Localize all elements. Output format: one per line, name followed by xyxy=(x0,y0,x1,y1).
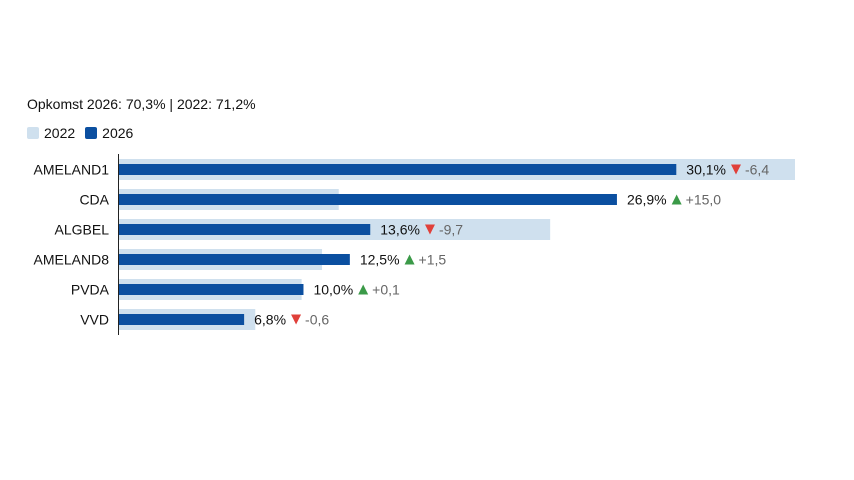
change-label-vvd: -0,6 xyxy=(305,312,329,328)
category-label-ameland8: AMELAND8 xyxy=(34,252,110,268)
change-label-cda: +15,0 xyxy=(686,192,722,208)
value-label-algbel: 13,6% xyxy=(380,222,420,238)
change-up-icon-cda xyxy=(671,194,682,205)
value-label-pvda: 10,0% xyxy=(313,282,353,298)
change-up-icon-ameland8 xyxy=(404,254,415,265)
bar-2026-vvd xyxy=(118,314,245,325)
value-label-ameland1: 30,1% xyxy=(686,162,726,178)
legend-label-2022: 2022 xyxy=(44,125,76,141)
category-label-vvd: VVD xyxy=(80,312,109,328)
legend-label-2026: 2026 xyxy=(102,125,134,141)
bar-2026-cda xyxy=(118,194,617,205)
bar-2026-algbel xyxy=(118,224,371,235)
change-down-icon-algbel xyxy=(424,224,435,235)
change-label-algbel: -9,7 xyxy=(439,222,463,238)
change-up-icon-pvda xyxy=(358,284,369,295)
category-label-algbel: ALGBEL xyxy=(55,222,110,238)
change-down-icon-ameland1 xyxy=(730,164,741,175)
legend-item-2022: 2022 xyxy=(27,125,75,141)
change-label-ameland8: +1,5 xyxy=(419,252,447,268)
category-label-ameland1: AMELAND1 xyxy=(34,162,110,178)
bar-2026-ameland1 xyxy=(118,164,677,175)
bar-2026-pvda xyxy=(118,284,304,295)
legend-swatch-2022 xyxy=(27,127,39,139)
category-label-cda: CDA xyxy=(79,192,109,208)
change-down-icon-vvd xyxy=(291,314,302,325)
legend-swatch-2026 xyxy=(85,127,98,139)
change-label-pvda: +0,1 xyxy=(372,282,400,298)
change-label-ameland1: -6,4 xyxy=(745,162,769,178)
category-label-pvda: PVDA xyxy=(71,282,110,298)
turnout-summary: Opkomst 2026: 70,3% | 2022: 71,2% xyxy=(27,96,256,112)
chart-legend: 2022 2026 xyxy=(27,125,143,141)
legend-item-2026: 2026 xyxy=(85,125,133,141)
bar-2026-ameland8 xyxy=(118,254,350,265)
value-label-vvd: 6,8% xyxy=(254,312,286,328)
value-label-ameland8: 12,5% xyxy=(360,252,400,268)
value-label-cda: 26,9% xyxy=(627,192,667,208)
